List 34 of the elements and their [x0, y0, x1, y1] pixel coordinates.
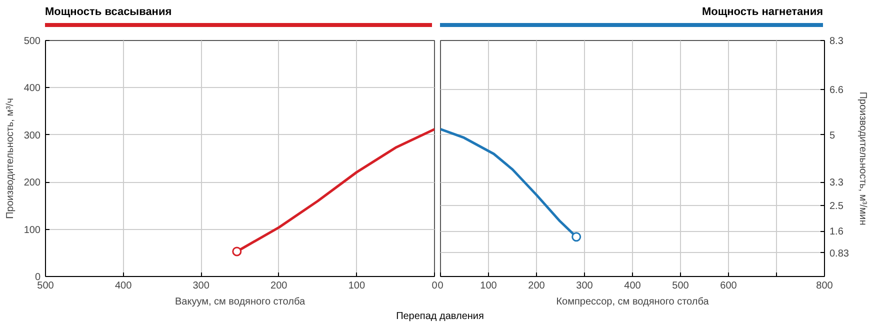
y2-tick-label: 0.83 — [830, 248, 850, 260]
x-tick-label: 300 — [192, 280, 210, 292]
x-tick-label: 200 — [528, 280, 546, 292]
x-tick-label: 400 — [624, 280, 642, 292]
x-axis-title: Компрессор, см водяного столба — [556, 296, 710, 308]
x-tick-label: 100 — [480, 280, 498, 292]
y2-axis-title: Производительность, м³/мин — [856, 92, 868, 226]
x-tick-label: 500 — [37, 280, 54, 292]
y2-tick-label: 8.3 — [830, 36, 844, 47]
x-tick-label: 100 — [348, 280, 366, 292]
text: Перепад давления — [396, 310, 484, 324]
y2-tick-label: 6.6 — [830, 85, 844, 96]
x-tick-label: 600 — [720, 280, 738, 292]
y-axis-title: Производительность, м³/ч — [4, 98, 16, 219]
x-tick-label: 800 — [816, 280, 834, 292]
y-tick-label: 500 — [24, 36, 41, 47]
x-tick-label: 300 — [576, 280, 594, 292]
y-tick-label: 400 — [24, 83, 41, 94]
x-tick-label: 0 — [432, 280, 438, 292]
y-tick-label: 300 — [24, 130, 41, 142]
x-axis-title: Вакуум, см водяного столба — [174, 296, 306, 308]
y2-tick-label: 5 — [830, 130, 836, 142]
chart-title: Мощность всасывания — [45, 5, 172, 19]
x-tick-label: 200 — [270, 280, 288, 292]
x-tick-label: 400 — [114, 280, 132, 292]
x-tick-label: 0 — [438, 280, 444, 292]
y-tick-label: 200 — [24, 178, 41, 189]
y2-tick-label: 3.3 — [830, 178, 844, 189]
y-tick-label: 0 — [34, 272, 41, 283]
y2-tick-label: 2.5 — [830, 201, 844, 212]
chart-title: Мощность нагнетания — [702, 5, 823, 19]
y2-tick-label: 1.6 — [830, 226, 844, 238]
y-tick-label: 100 — [24, 224, 41, 236]
x-tick-label: 500 — [672, 280, 690, 292]
